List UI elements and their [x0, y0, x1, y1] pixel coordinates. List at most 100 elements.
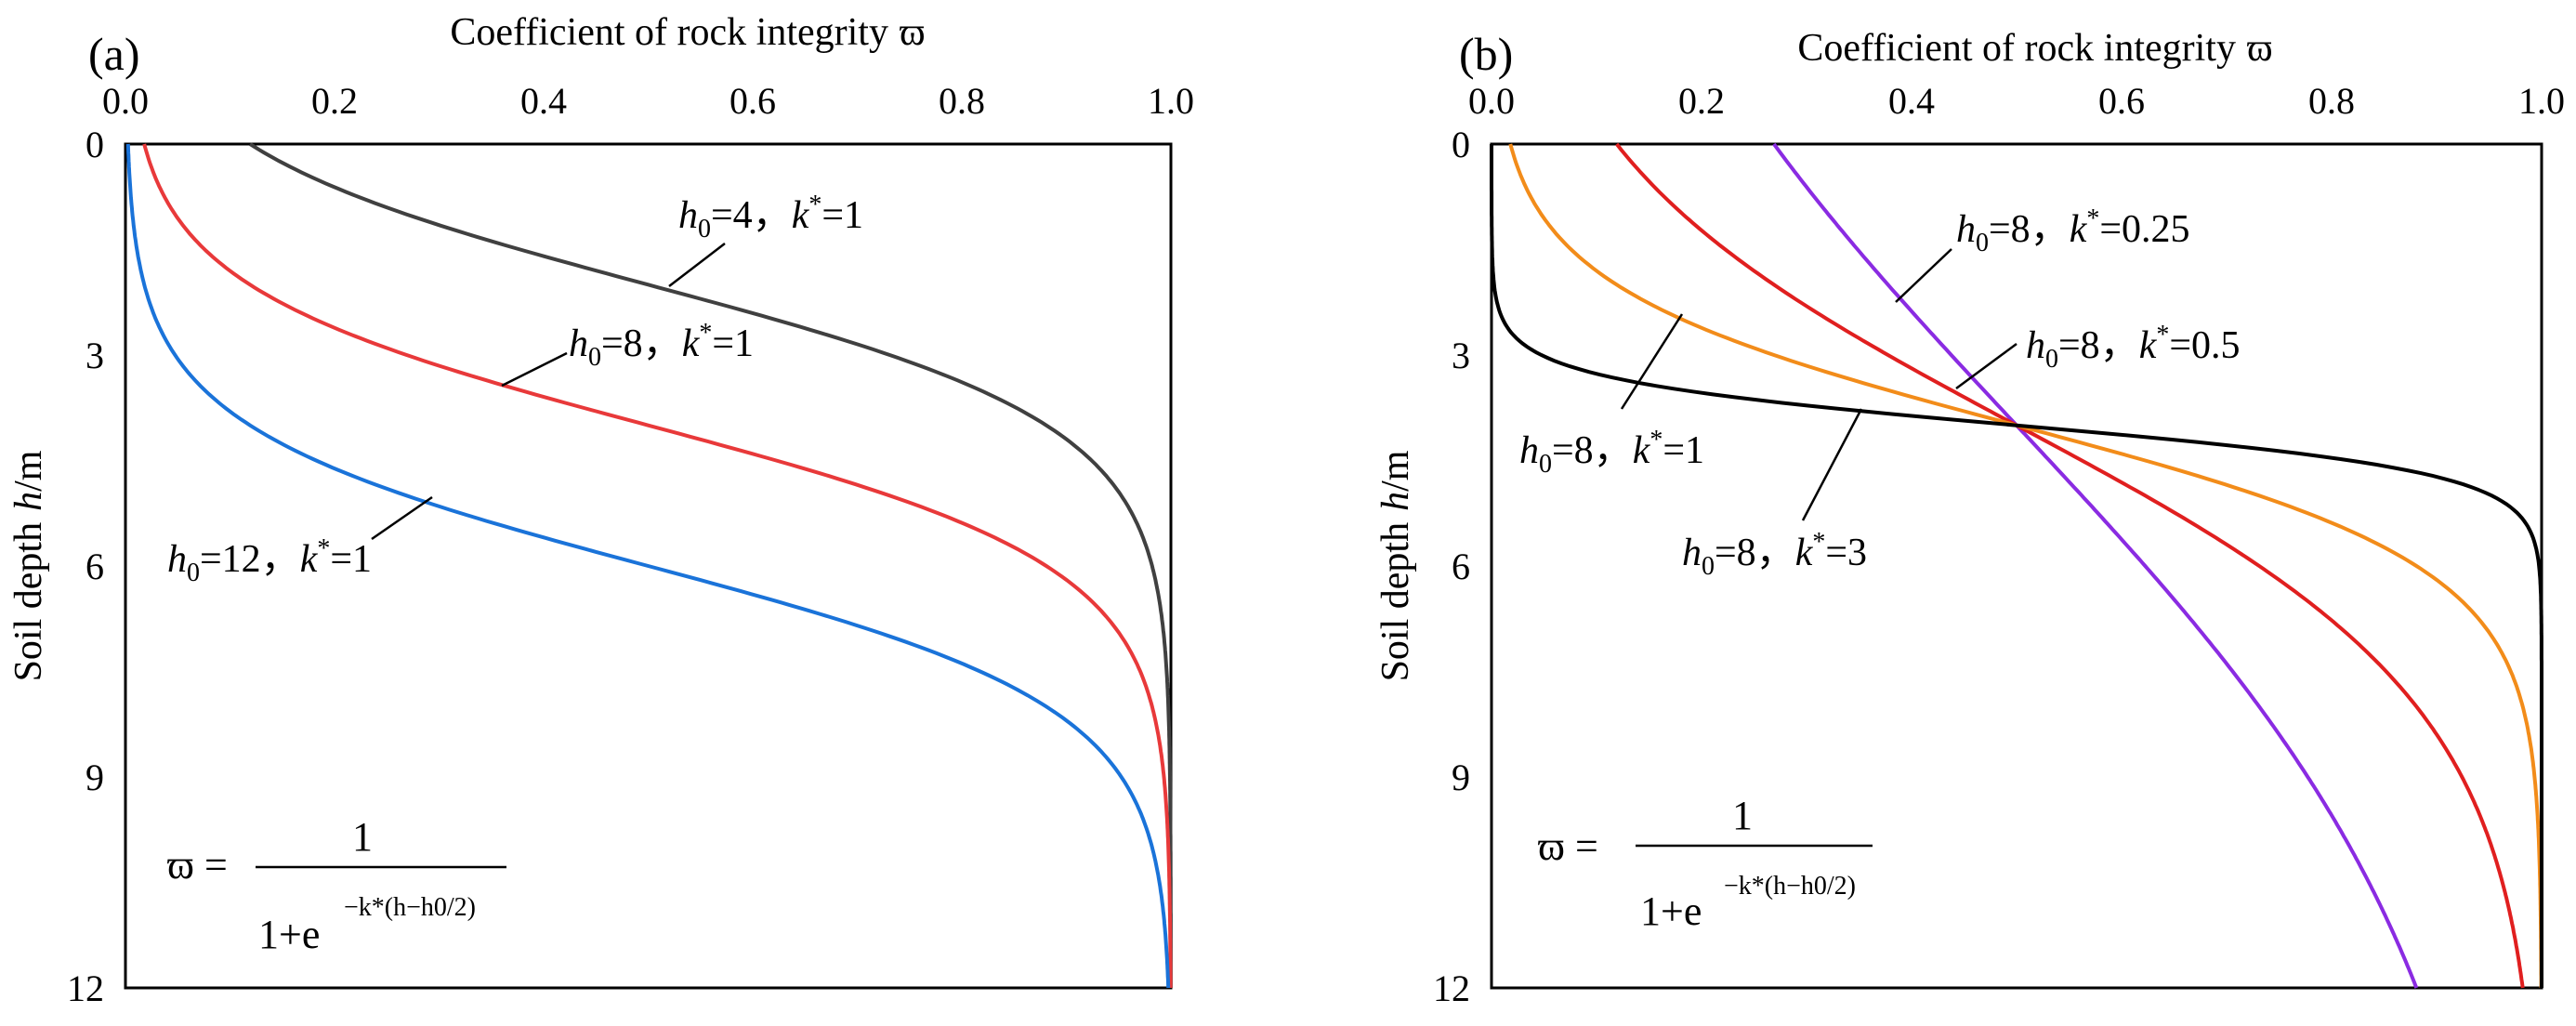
panel-b-y-axis-title-unit: /m — [1374, 450, 1417, 492]
series-line-h0-8-k0.25 — [1772, 142, 2419, 989]
series-line-h0-8-k0.5 — [1615, 142, 2525, 989]
annotation-text: =4， — [711, 194, 792, 237]
series-line-h0-12-k1 — [125, 143, 1171, 989]
panel-b-x-tick-label: 0.2 — [1678, 80, 1725, 122]
panel-b: (b) Coefficient of rock integrity ϖ Soil … — [1374, 27, 2565, 1009]
leader-line — [371, 495, 433, 541]
leader-line — [1801, 408, 1863, 521]
annotation-var: k — [1795, 532, 1814, 574]
formula-exponent-text: −k*(h−h0/2) — [1724, 872, 1856, 901]
panel-a-x-tick-label: 0.8 — [939, 80, 985, 122]
annotation-var: h — [1519, 429, 1539, 472]
annotation-text: =1 — [712, 322, 754, 365]
panel-b-x-ticks: 0.0 0.2 0.4 0.6 0.8 1.0 — [1468, 80, 2565, 122]
panel-a-x-axis-title: Coefficient of rock integrity ϖ — [450, 11, 925, 54]
annotation-subscript: 0 — [2045, 345, 2058, 374]
panel-b-y-axis-title-var: h — [1374, 492, 1417, 511]
panel-a-y-tick-label: 6 — [85, 546, 104, 587]
annotation-subscript: 0 — [1976, 229, 1989, 257]
series-line-h0-4-k1 — [249, 142, 1173, 988]
panel-a-label: (a) — [88, 28, 140, 80]
panel-a-y-axis-title-unit: /m — [7, 450, 50, 492]
panel-a-y-axis-title-prefix: Soil depth — [7, 522, 50, 682]
panel-a-y-axis-title-var: h — [7, 492, 50, 511]
annotation-label: h0=8，k*=0.25 — [1956, 204, 2190, 257]
annotation-var: h — [1682, 532, 1702, 574]
panel-a-x-ticks: 0.0 0.2 0.4 0.6 0.8 1.0 — [102, 80, 1194, 122]
panel-b-x-axis-title-text: Coefficient of rock integrity — [1797, 27, 2236, 70]
panel-a-x-tick-label: 0.4 — [520, 80, 567, 122]
formula: ϖ = 1 1+e −k*(h−h0/2) — [1538, 793, 1873, 934]
annotation-text: =8， — [1715, 532, 1795, 574]
formula-exponent: −k*(h−h0/2) — [344, 893, 476, 922]
annotation-var: h — [1956, 208, 1976, 251]
formula-numerator: 1 — [352, 814, 373, 860]
formula-denominator: 1+e — [258, 912, 320, 957]
annotation-text: =0.25 — [2099, 208, 2189, 251]
annotation-text: =3 — [1825, 532, 1867, 574]
annotation-var: k — [2070, 208, 2088, 251]
annotation-label: h0=8，k*=3 — [1682, 528, 1867, 581]
panel-b-y-tick-label: 9 — [1452, 756, 1470, 798]
annotation-text: =8， — [601, 322, 682, 365]
panel-a-plot-frame — [124, 142, 1173, 990]
annotation-label: h0=8，k*=1 — [569, 319, 754, 372]
panel-a: (a) Coefficient of rock integrity ϖ Soil … — [7, 11, 1194, 1009]
leader-line — [1895, 248, 1952, 303]
annotation-var: k — [682, 322, 701, 365]
panel-b-y-axis-title: Soil depth h/m — [1374, 450, 1417, 681]
annotation-var: k — [2139, 324, 2158, 367]
series-line-h0-8-k3 — [1490, 144, 2543, 988]
formula-exponent-text: −k*(h−h0/2) — [344, 893, 476, 922]
annotation-label: h0=8，k*=0.5 — [2026, 321, 2241, 374]
panel-b-label: (b) — [1459, 28, 1513, 80]
panel-b-y-axis-title-prefix: Soil depth — [1374, 522, 1417, 682]
formula: ϖ = 1 1+e −k*(h−h0/2) — [167, 814, 506, 957]
panel-b-series — [1490, 142, 2543, 989]
annotation-superscript: * — [1649, 426, 1663, 454]
panel-b-x-tick-label: 1.0 — [2518, 80, 2565, 122]
annotation-var: k — [300, 538, 319, 581]
panel-a-y-tick-label: 9 — [85, 756, 104, 798]
annotation-superscript: * — [317, 534, 330, 563]
panel-b-y-tick-label: 6 — [1452, 546, 1470, 587]
panel-a-y-tick-label: 3 — [85, 335, 104, 376]
formula-lhs: ϖ = — [1538, 823, 1598, 869]
formula-lhs: ϖ = — [167, 842, 228, 888]
panel-a-y-axis-title: Soil depth h/m — [7, 450, 50, 681]
panel-b-y-tick-label: 0 — [1452, 124, 1470, 165]
annotation-subscript: 0 — [588, 343, 601, 372]
panel-b-x-axis-title: Coefficient of rock integrity ϖ — [1797, 27, 2272, 70]
formula-numerator: 1 — [1732, 793, 1753, 838]
panel-a-x-axis-title-text: Coefficient of rock integrity — [450, 11, 888, 54]
annotation-var: h — [2026, 324, 2045, 367]
annotation-superscript: * — [2086, 204, 2099, 233]
annotation-label: h0=8，k*=1 — [1519, 426, 1704, 479]
panel-a-x-tick-label: 1.0 — [1148, 80, 1194, 122]
series-line-h0-8-k1 — [142, 143, 1173, 988]
annotation-subscript: 0 — [1539, 450, 1552, 479]
annotation-text: =12， — [200, 538, 300, 581]
annotation-text: =1 — [330, 538, 372, 581]
panel-a-series — [125, 142, 1173, 989]
annotation-text: =8， — [2058, 324, 2139, 367]
annotation-var: h — [678, 194, 698, 237]
annotation-superscript: * — [2156, 321, 2169, 349]
annotation-var: h — [569, 322, 588, 365]
panel-b-x-tick-label: 0.0 — [1468, 80, 1515, 122]
formula-denominator: 1+e — [1640, 888, 1702, 934]
panel-a-x-tick-label: 0.0 — [102, 80, 149, 122]
annotation-text: =0.5 — [2169, 324, 2240, 367]
series-line-h0-8-k1 — [1508, 143, 2543, 988]
annotation-superscript: * — [699, 319, 712, 348]
annotation-text: =8， — [1989, 208, 2070, 251]
annotation-var: k — [792, 194, 810, 237]
panel-b-y-ticks: 0 3 6 9 12 — [1433, 124, 1470, 1009]
panel-a-y-tick-label: 12 — [67, 967, 104, 1009]
panel-b-x-axis-symbol: ϖ — [2247, 27, 2273, 70]
panel-b-plot-frame — [1490, 142, 2543, 990]
annotation-text: =8， — [1552, 429, 1633, 472]
panel-a-x-axis-symbol: ϖ — [900, 11, 926, 54]
leader-line — [501, 351, 568, 388]
annotation-label: h0=4，k*=1 — [678, 191, 863, 243]
